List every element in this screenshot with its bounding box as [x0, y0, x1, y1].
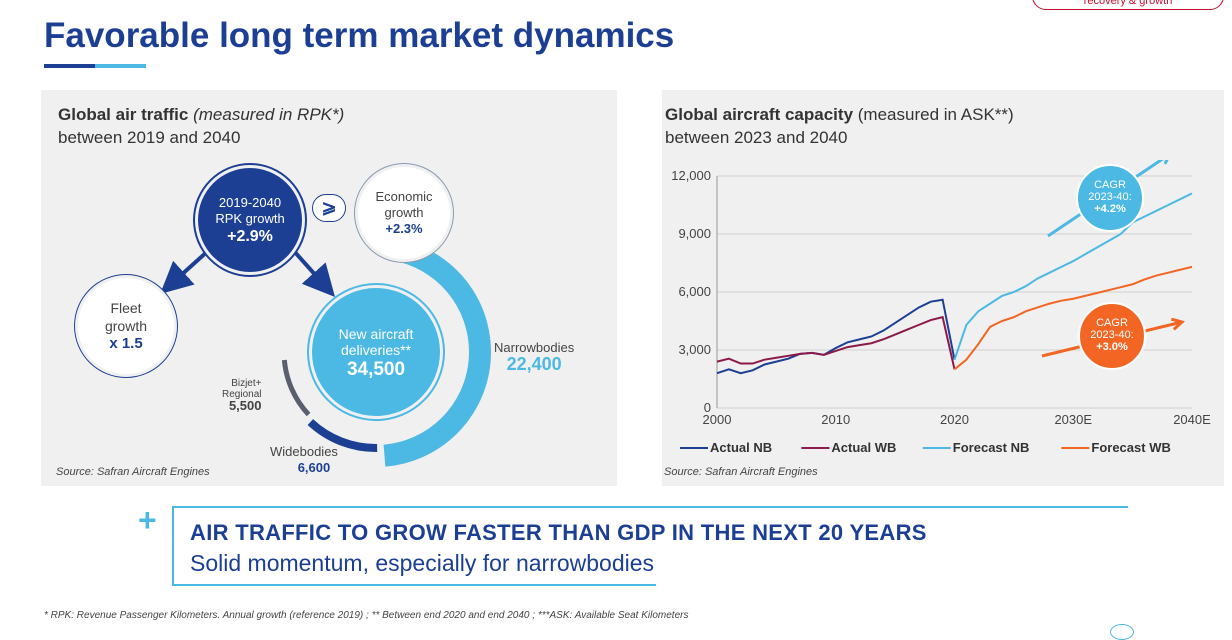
cagr-nb-badge-text: +4.2% — [1094, 203, 1126, 215]
series-line-actual-nb — [716, 298, 956, 375]
series-line-forecast-wb — [953, 265, 1193, 371]
legend-label: Actual NB — [710, 440, 772, 455]
widebodies-label-text: Widebodies — [270, 444, 338, 459]
air-traffic-heading-bold: Global air traffic — [58, 105, 189, 124]
deliv-line1: New aircraft — [338, 326, 414, 342]
legend-label: Actual WB — [831, 440, 896, 455]
air-traffic-heading-period: between 2019 and 2040 — [58, 128, 241, 147]
donut-arc-narrowbodies — [383, 240, 491, 467]
rpk-line2: RPK growth — [215, 211, 285, 226]
air-traffic-heading-italic: (measured in RPK*) — [193, 105, 345, 124]
donut-arc-bizjet — [281, 359, 311, 417]
eco-value: +2.3% — [385, 221, 423, 236]
rpk-growth-bubble: 2019-2040 RPK growth +2.9% — [198, 168, 302, 272]
narrowbodies-label: Narrowbodies 22,400 — [494, 340, 574, 374]
air-traffic-heading: Global air traffic (measured in RPK*) be… — [58, 103, 344, 149]
x-tick-label: 2040E — [1173, 412, 1211, 427]
x-tick-label: 2030E — [1054, 412, 1092, 427]
greater-equal-icon: ⩾ — [312, 194, 346, 222]
capacity-panel — [662, 90, 1224, 486]
cagr-wb-arrow-head — [1170, 317, 1186, 331]
series-line-actual-wb — [716, 315, 956, 370]
series-line-forecast-nb — [953, 192, 1193, 360]
capacity-line-chart: 0 3,000 6,000 9,000 12,000 2000 2010 2020 2030E 2… — [671, 160, 1211, 455]
x-tick-label: 2010 — [821, 412, 850, 427]
page-title: Favorable long term market dynamics — [44, 16, 675, 55]
capacity-heading-bold: Global aircraft capacity — [665, 105, 854, 124]
widebodies-value: 6,600 — [297, 460, 331, 475]
capacity-heading-measure: (measured in ASK**) — [857, 105, 1014, 124]
legend-label: Forecast NB — [953, 440, 1030, 455]
title-underline — [44, 64, 146, 68]
rpk-value: +2.9% — [227, 228, 273, 245]
cagr-wb-badge-text: +3.0% — [1096, 341, 1128, 353]
cagr-nb-badge — [1076, 164, 1144, 232]
eco-line2: growth — [384, 205, 424, 220]
widebodies-label: Widebodies 6,600 — [270, 444, 338, 476]
eco-line1: Economic — [375, 189, 433, 204]
bizjet-line1: Bizjet+ — [231, 378, 262, 389]
air-traffic-diagram — [160, 240, 491, 467]
cagr-wb-badge-text: CAGR — [1096, 317, 1128, 329]
conclusion-subtitle: Solid momentum, especially for narrowbod… — [190, 550, 655, 576]
fleet-value: x 1.5 — [109, 335, 143, 352]
y-tick-label: 3,000 — [678, 342, 711, 357]
fleet-line1: Fleet — [110, 300, 142, 316]
arrow-to-fleet — [160, 248, 211, 295]
cagr-wb-badge-text: 2023-40: — [1090, 329, 1133, 341]
cagr-wb-badge — [1078, 302, 1146, 370]
y-tick-label: 12,000 — [671, 168, 711, 183]
cagr-nb-badge-text: 2023-40: — [1088, 191, 1131, 203]
y-tick-label: 0 — [704, 400, 711, 415]
bizjet-line2: Regional — [222, 389, 262, 400]
deliv-value: 34,500 — [346, 359, 406, 380]
arrow-to-deliveries — [291, 248, 336, 297]
y-tick-label: 6,000 — [678, 284, 711, 299]
fleet-line2: growth — [104, 318, 148, 334]
x-tick-label: 2020 — [940, 412, 969, 427]
deliveries-bubble: New aircraft deliveries** 34,500 — [312, 288, 440, 416]
donut-arc-widebodies — [307, 419, 378, 452]
deliv-line2: deliveries** — [340, 342, 412, 358]
bizjet-label: Bizjet+ Regional 5,500 — [222, 378, 261, 413]
narrowbodies-label-text: Narrowbodies — [494, 340, 575, 355]
cagr-nb-arrow-head — [1163, 160, 1169, 165]
capacity-heading: Global aircraft capacity (measured in AS… — [665, 103, 1014, 149]
rpk-line1: 2019-2040 — [218, 195, 282, 210]
capacity-heading-period: between 2023 and 2040 — [665, 128, 848, 147]
narrowbodies-value: 22,400 — [506, 354, 562, 374]
conclusion-title: AIR TRAFFIC TO GROW FASTER THAN GDP IN T… — [190, 520, 927, 545]
cagr-nb-badge-text: CAGR — [1094, 179, 1126, 191]
section-tag: recovery & growth — [1032, 0, 1224, 10]
fleet-growth-bubble: Fleet growth x 1.5 — [78, 278, 174, 374]
capacity-source: Source: Safran Aircraft Engines — [664, 466, 818, 478]
conclusion-frame — [172, 506, 1128, 586]
air-traffic-source: Source: Safran Aircraft Engines — [56, 466, 210, 478]
x-tick-label: 2000 — [703, 412, 732, 427]
legend-label: Forecast WB — [1091, 440, 1170, 455]
footnote: * RPK: Revenue Passenger Kilometers. Ann… — [44, 610, 689, 621]
bizjet-value: 5,500 — [228, 398, 262, 413]
y-tick-label: 9,000 — [678, 226, 711, 241]
economic-growth-bubble: Economic growth +2.3% — [358, 167, 450, 259]
logo-icon — [1110, 624, 1134, 640]
conclusion-underline — [172, 584, 656, 586]
plus-icon: + — [138, 502, 157, 538]
